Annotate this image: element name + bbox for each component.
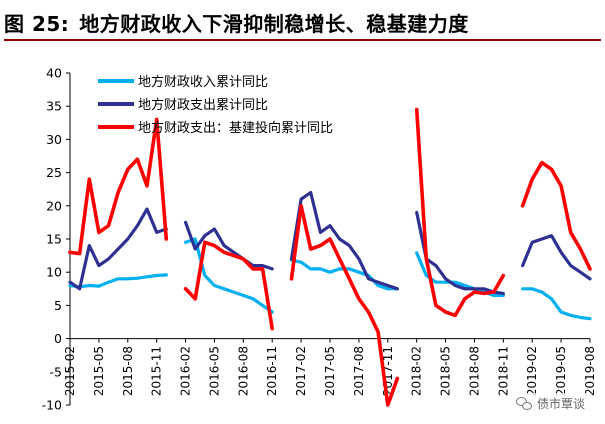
- watermark-text: 债市覃谈: [536, 397, 585, 411]
- legend-label-2: 地方财政支出累计同比: [138, 97, 268, 113]
- x-tick-label: 2016-05: [207, 346, 221, 396]
- x-tick-label: 2018-11: [496, 346, 510, 396]
- x-tick-label: 2018-08: [467, 346, 481, 396]
- y-tick-label: 5: [54, 298, 62, 313]
- x-tick-label: 2018-02: [410, 346, 424, 396]
- series-line-3: [520, 160, 592, 271]
- x-tick-label: 2018-05: [439, 346, 453, 396]
- x-tick-label: 2019-02: [525, 346, 539, 396]
- x-tick-label: 2019-05: [554, 346, 568, 396]
- series-line-3: [183, 240, 274, 331]
- series-lines: [68, 107, 592, 407]
- x-tick-label: 2017-08: [352, 346, 366, 396]
- figure-title: 图 25: 地方财政收入下滑抑制稳增长、稳基建力度: [4, 5, 601, 41]
- watermark: 债市覃谈: [509, 393, 591, 414]
- series-line-2: [68, 207, 168, 291]
- series-line-1: [68, 273, 168, 289]
- x-tick-label: 2015-08: [121, 346, 135, 396]
- x-tick-label: 2017-05: [323, 346, 337, 396]
- x-tick-label: 2015-05: [92, 346, 106, 396]
- series-line-2: [415, 210, 505, 295]
- series-line-3: [68, 117, 169, 256]
- x-tick-label: 2019-08: [583, 346, 597, 396]
- x-tick-label: 2016-08: [236, 346, 250, 396]
- y-tick-label: 30: [46, 132, 62, 147]
- x-tick-label: 2017-02: [294, 346, 308, 396]
- series-line-3: [289, 204, 400, 407]
- y-tick-label: -5: [50, 364, 62, 379]
- legend-label-3: 地方财政支出：基建投向累计同比: [138, 120, 333, 136]
- y-tick-label: 10: [46, 265, 62, 280]
- y-tick-label: 35: [46, 99, 62, 114]
- y-tick-label: 25: [46, 165, 62, 180]
- legend-label-1: 地方财政收入累计同比: [138, 74, 268, 90]
- x-tick-label: 2015-11: [150, 346, 164, 396]
- wechat-icon: [515, 397, 532, 410]
- figure-title-text: 地方财政收入下滑抑制稳增长、稳基建力度: [79, 11, 469, 36]
- y-tick-label: 20: [46, 198, 62, 213]
- series-line-2: [521, 234, 592, 281]
- y-tick-label: 15: [46, 232, 62, 247]
- series-line-1: [184, 237, 274, 314]
- line-chart: -10 -5 0 5 10 15 20 25 30 35 40 2015-02 2015-05 2015-…: [0, 44, 605, 420]
- x-tick-label: 2016-02: [179, 346, 193, 396]
- y-tick-label: -10: [42, 398, 62, 413]
- series-line-1: [521, 287, 592, 321]
- chart-svg: -10 -5 0 5 10 15 20 25 30 35 40 2015-02 2015-05 2015-…: [42, 66, 597, 413]
- y-tick-label: 40: [46, 66, 62, 81]
- axes: -10 -5 0 5 10 15 20 25 30 35 40 2015-02 2015-05 2015-…: [42, 66, 597, 413]
- figure-number: 图 25:: [4, 11, 70, 36]
- y-tick-label: 0: [54, 331, 62, 346]
- series-line-2: [184, 220, 274, 271]
- x-tick-label: 2015-02: [63, 346, 77, 396]
- series-line-2: [289, 190, 399, 291]
- x-tick-label: 2016-11: [265, 346, 279, 396]
- series-line-3: [414, 107, 506, 318]
